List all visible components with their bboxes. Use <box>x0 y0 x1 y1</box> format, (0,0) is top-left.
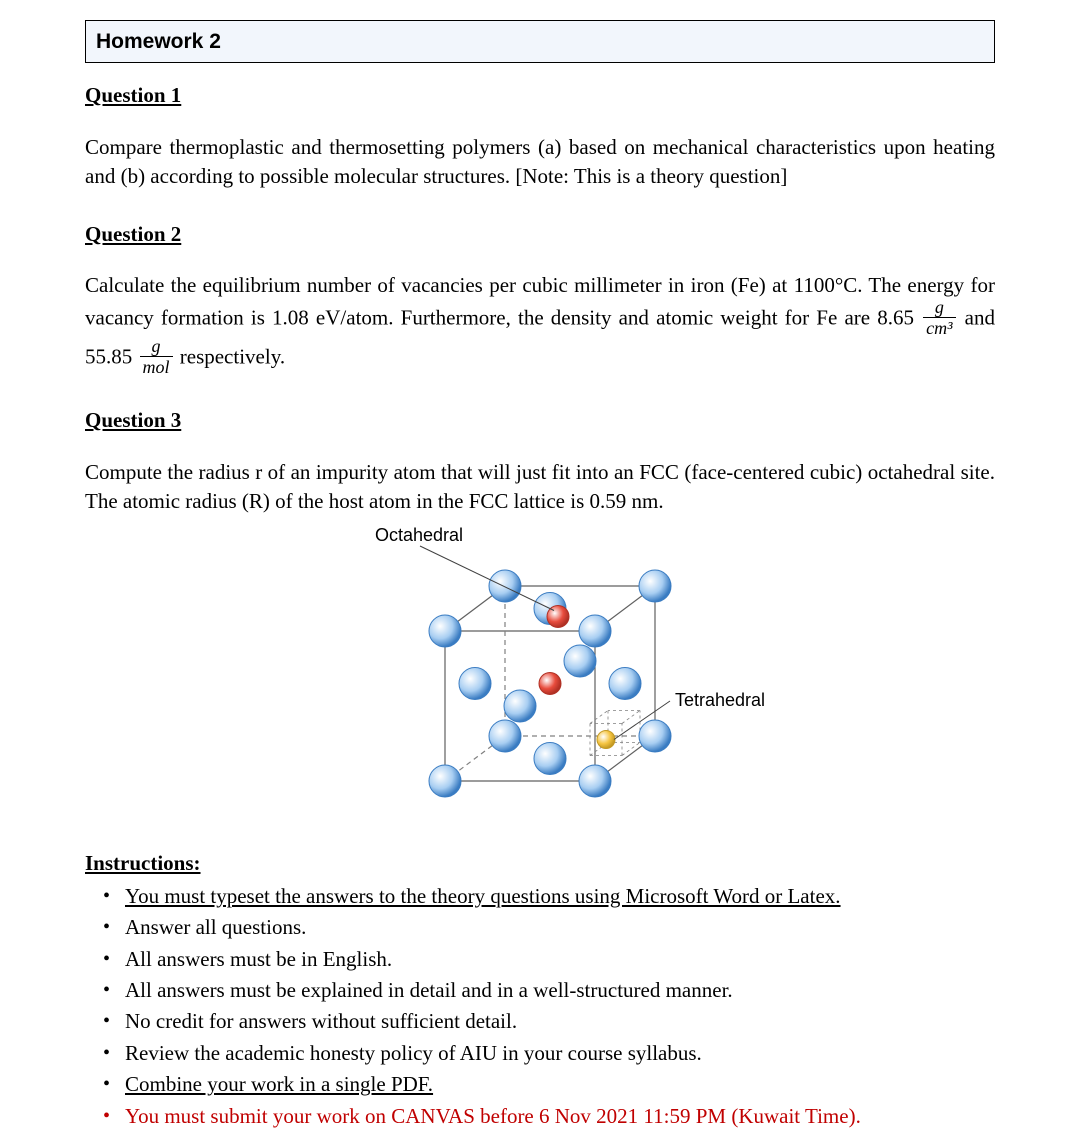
instruction-item: All answers must be explained in detail … <box>125 976 995 1005</box>
instruction-text: Answer all questions. <box>125 915 306 939</box>
question-2-heading: Question 2 <box>85 220 995 249</box>
instruction-item: You must typeset the answers to the theo… <box>125 882 995 911</box>
q2-frac-1: gcm³ <box>923 298 955 337</box>
instruction-item: Combine your work in a single PDF. <box>125 1070 995 1099</box>
instruction-item: Answer all questions. <box>125 913 995 942</box>
question-1-body: Compare thermoplastic and thermosetting … <box>85 133 995 192</box>
instruction-item: Review the academic honesty policy of AI… <box>125 1039 995 1068</box>
question-2-body: Calculate the equilibrium number of vaca… <box>85 271 995 378</box>
instruction-item: All answers must be in English. <box>125 945 995 974</box>
homework-title: Homework 2 <box>96 30 221 53</box>
instruction-text: You must submit your work on CANVAS befo… <box>125 1104 861 1128</box>
homework-title-box: Homework 2 <box>85 20 995 63</box>
instruction-text: All answers must be in English. <box>125 947 392 971</box>
q2-text-post: respectively. <box>175 345 286 369</box>
instruction-text: All answers must be explained in detail … <box>125 978 733 1002</box>
instructions-heading: Instructions: <box>85 849 995 878</box>
question-1-heading: Question 1 <box>85 81 995 110</box>
q2-frac-2: gmol <box>140 337 173 376</box>
instruction-item: No credit for answers without sufficient… <box>125 1007 995 1036</box>
question-3-body: Compute the radius r of an impurity atom… <box>85 458 995 517</box>
fcc-lattice-figure: Octahedral Tetrahedral <box>315 521 765 821</box>
svg-text:Tetrahedral: Tetrahedral <box>675 690 765 710</box>
instruction-text: Review the academic honesty policy of AI… <box>125 1041 702 1065</box>
instruction-item: You must submit your work on CANVAS befo… <box>125 1102 995 1131</box>
q3-figure-wrap: Octahedral Tetrahedral <box>85 521 995 821</box>
instruction-text: Combine your work in a single PDF. <box>125 1072 433 1096</box>
instructions-list: You must typeset the answers to the theo… <box>85 882 995 1131</box>
instruction-text: No credit for answers without sufficient… <box>125 1009 517 1033</box>
question-3-heading: Question 3 <box>85 406 995 435</box>
q2-text-pre: Calculate the equilibrium number of vaca… <box>85 273 995 330</box>
instruction-text: You must typeset the answers to the theo… <box>125 884 841 908</box>
svg-text:Octahedral: Octahedral <box>375 525 463 545</box>
